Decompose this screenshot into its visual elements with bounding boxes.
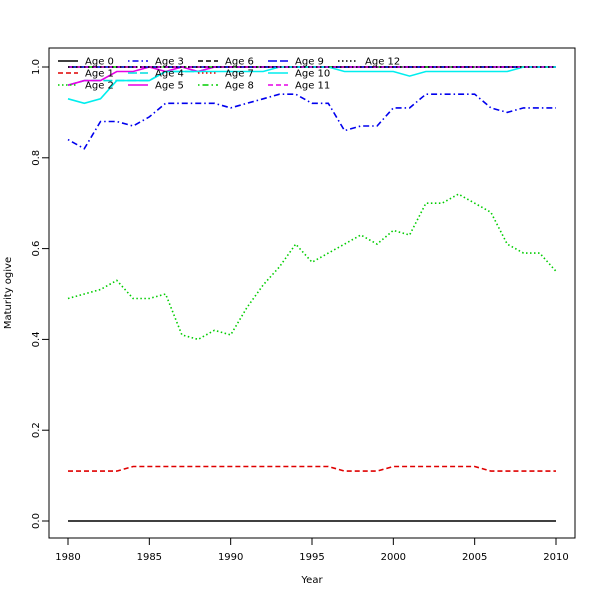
legend-label: Age 11 [295, 81, 330, 92]
y-tick-label: 0.4 [31, 331, 42, 347]
series-line-age-1 [68, 465, 556, 472]
x-tick-label: 1990 [218, 552, 243, 563]
legend-label: Age 4 [155, 69, 184, 80]
series-layer [67, 66, 557, 522]
x-axis: 1980 1985 1990 1995 2000 2005 2010 [55, 537, 569, 563]
y-tick-label: 0.2 [31, 422, 42, 438]
y-tick-label: 0.0 [31, 513, 42, 529]
series-line-age-3 [67, 93, 556, 150]
legend-label: Age 1 [85, 69, 114, 80]
y-axis-title: Maturity ogive [3, 257, 14, 329]
x-tick-label: 2000 [381, 552, 406, 563]
y-tick-label: 0.8 [31, 150, 42, 166]
x-tick-label: 2005 [462, 552, 487, 563]
legend-label: Age 3 [155, 57, 184, 68]
legend-label: Age 7 [225, 69, 254, 80]
legend-label: Age 10 [295, 69, 330, 80]
y-tick-label: 1.0 [31, 59, 42, 75]
x-tick-label: 2010 [543, 552, 568, 563]
x-tick-label: 1985 [137, 552, 162, 563]
x-tick-label: 1980 [55, 552, 80, 563]
legend-label: Age 5 [155, 81, 184, 92]
legend-label: Age 8 [225, 81, 254, 92]
x-axis-title: Year [300, 575, 323, 586]
y-tick-label: 0.6 [31, 241, 42, 257]
legend-label: Age 2 [85, 81, 114, 92]
y-axis: 0.0 0.2 0.4 0.6 0.8 1.0 [31, 59, 50, 529]
legend-label: Age 0 [85, 57, 114, 68]
x-tick-label: 1995 [299, 552, 324, 563]
legend-label: Age 6 [225, 57, 254, 68]
legend-label: Age 12 [365, 57, 400, 68]
legend-label: Age 9 [295, 57, 324, 68]
series-line-age-2 [67, 193, 557, 341]
